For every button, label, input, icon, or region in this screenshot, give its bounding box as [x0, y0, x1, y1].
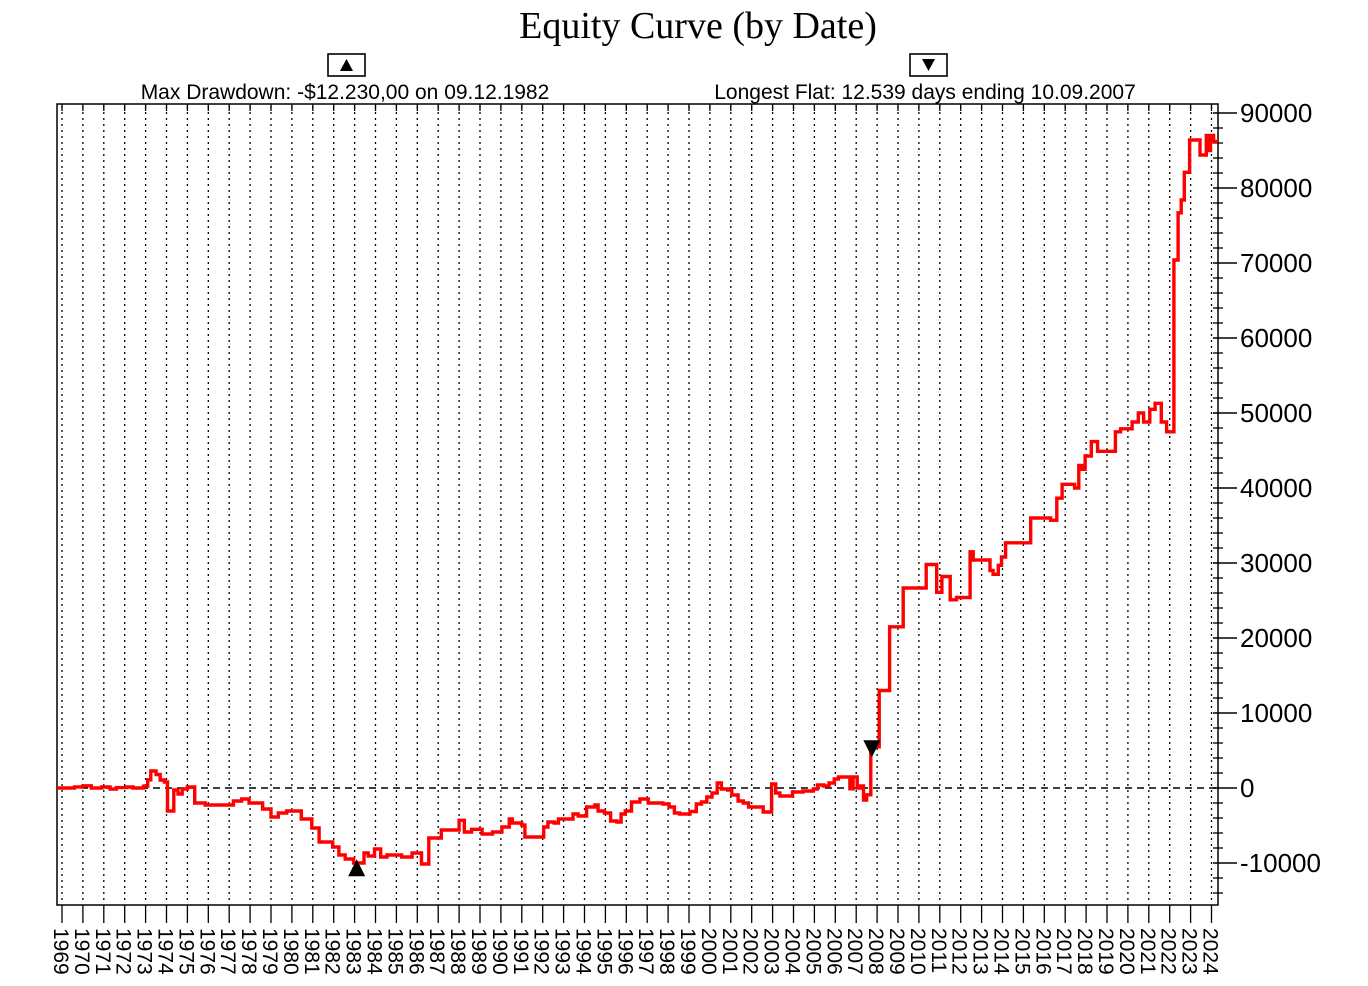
x-axis-tick-label: 2007 [843, 928, 866, 975]
x-axis-tick-label: 2012 [948, 928, 971, 975]
x-axis-tick-label: 1970 [70, 928, 93, 975]
x-axis-tick-label: 1976 [195, 928, 218, 975]
x-axis-tick-label: 1975 [174, 928, 197, 975]
x-axis-tick-label: 1980 [279, 928, 302, 975]
up-triangle-icon [340, 59, 353, 71]
x-axis-tick-label: 2010 [906, 928, 929, 975]
x-axis-tick-label: 1989 [467, 928, 490, 975]
x-axis-tick-label: 2005 [801, 928, 824, 975]
x-axis-tick-label: 1971 [91, 928, 114, 975]
x-axis-tick-label: 1988 [446, 928, 469, 975]
x-axis-tick-label: 2000 [697, 928, 720, 975]
x-axis-tick-label: 2014 [990, 928, 1013, 975]
x-axis-tick-label: 1998 [655, 928, 678, 975]
x-axis-tick-label: 1969 [49, 928, 72, 975]
x-axis-tick-label: 2011 [927, 928, 950, 973]
max-drawdown-label: Max Drawdown: -$12.230,00 on 09.12.1982 [141, 81, 550, 104]
x-axis-tick-label: 1991 [509, 928, 532, 975]
x-axis-tick-label: 2008 [864, 928, 887, 975]
x-axis-tick-label: 2002 [739, 928, 762, 975]
y-axis-tick-label: 60000 [1240, 323, 1312, 353]
x-axis-tick-label: 2018 [1073, 928, 1096, 975]
x-axis-tick-label: 1984 [363, 928, 386, 975]
longest-flat-marker [863, 740, 881, 758]
x-axis-tick-label: 1987 [425, 928, 448, 975]
down-triangle-icon [922, 59, 935, 71]
x-axis-tick-label: 2023 [1178, 928, 1201, 975]
x-axis-tick-label: 2003 [760, 928, 783, 975]
x-axis-tick-label: 2021 [1136, 928, 1159, 975]
longest-flat-label: Longest Flat: 12.539 days ending 10.09.2… [714, 81, 1136, 104]
y-axis-tick-label: 90000 [1240, 98, 1312, 128]
x-axis-tick-label: 1996 [613, 928, 636, 975]
y-axis-tick-label: 80000 [1240, 173, 1312, 203]
x-axis-tick-label: 1992 [530, 928, 553, 975]
x-axis-tick-label: 2001 [718, 928, 741, 975]
x-axis-tick-label: 2024 [1199, 928, 1222, 975]
y-axis-tick-label: 40000 [1240, 473, 1312, 503]
x-axis-tick-label: 2015 [1010, 928, 1033, 975]
y-axis-tick-label: 0 [1240, 773, 1254, 803]
x-axis-tick-label: 1973 [133, 928, 156, 975]
x-axis-tick-label: 1977 [216, 928, 239, 975]
y-axis-tick-label: 10000 [1240, 698, 1312, 728]
plot-border [56, 103, 1219, 906]
x-axis-tick-label: 2016 [1031, 928, 1054, 975]
x-axis-tick-label: 2006 [822, 928, 845, 975]
x-axis-tick-label: 1995 [592, 928, 615, 975]
x-axis-tick-label: 1986 [404, 928, 427, 975]
y-axis-tick-label: 70000 [1240, 248, 1312, 278]
y-axis-tick-label: -10000 [1240, 848, 1321, 878]
x-axis-tick-label: 1974 [154, 928, 177, 975]
x-axis-tick-label: 1999 [676, 928, 699, 975]
x-axis-tick-label: 1993 [551, 928, 574, 975]
x-axis-tick-label: 1972 [112, 928, 135, 975]
max-drawdown-annotation: Max Drawdown: -$12.230,00 on 09.12.1982 [141, 53, 550, 104]
y-axis-tick-label: 30000 [1240, 548, 1312, 578]
x-axis-tick-label: 1979 [258, 928, 281, 975]
y-axis-tick-label: 20000 [1240, 623, 1312, 653]
x-axis-tick-label: 1982 [321, 928, 344, 975]
gridlines-layer [57, 106, 1218, 904]
x-axis-tick-label: 2004 [781, 928, 804, 975]
x-axis-tick-label: 2017 [1052, 928, 1075, 975]
x-axis-tick-label: 2019 [1094, 928, 1117, 975]
x-axis-tick-label: 1997 [634, 928, 657, 975]
x-axis-tick-label: 1994 [572, 928, 595, 975]
x-axis-tick-label: 2009 [885, 928, 908, 975]
x-axis-tick-label: 1990 [488, 928, 511, 975]
x-axis-tick-label: 2020 [1115, 928, 1138, 975]
chart-title: Equity Curve (by Date) [519, 5, 877, 47]
x-axis-tick-label: 1978 [237, 928, 260, 975]
equity-curve-line [57, 133, 1218, 866]
max-drawdown-marker [348, 859, 366, 877]
longest-flat-annotation: Longest Flat: 12.539 days ending 10.09.2… [714, 53, 1136, 104]
x-axis-tick-label: 1983 [342, 928, 365, 975]
x-axis-tick-label: 1985 [383, 928, 406, 975]
y-axis-tick-label: 50000 [1240, 398, 1312, 428]
x-axis-tick-label: 1981 [300, 928, 323, 975]
x-axis-tick-label: 2022 [1157, 928, 1180, 975]
x-axis-tick-label: 2013 [969, 928, 992, 975]
tick-labels-layer: 1969197019711972197319741975197619771978… [49, 98, 1321, 975]
